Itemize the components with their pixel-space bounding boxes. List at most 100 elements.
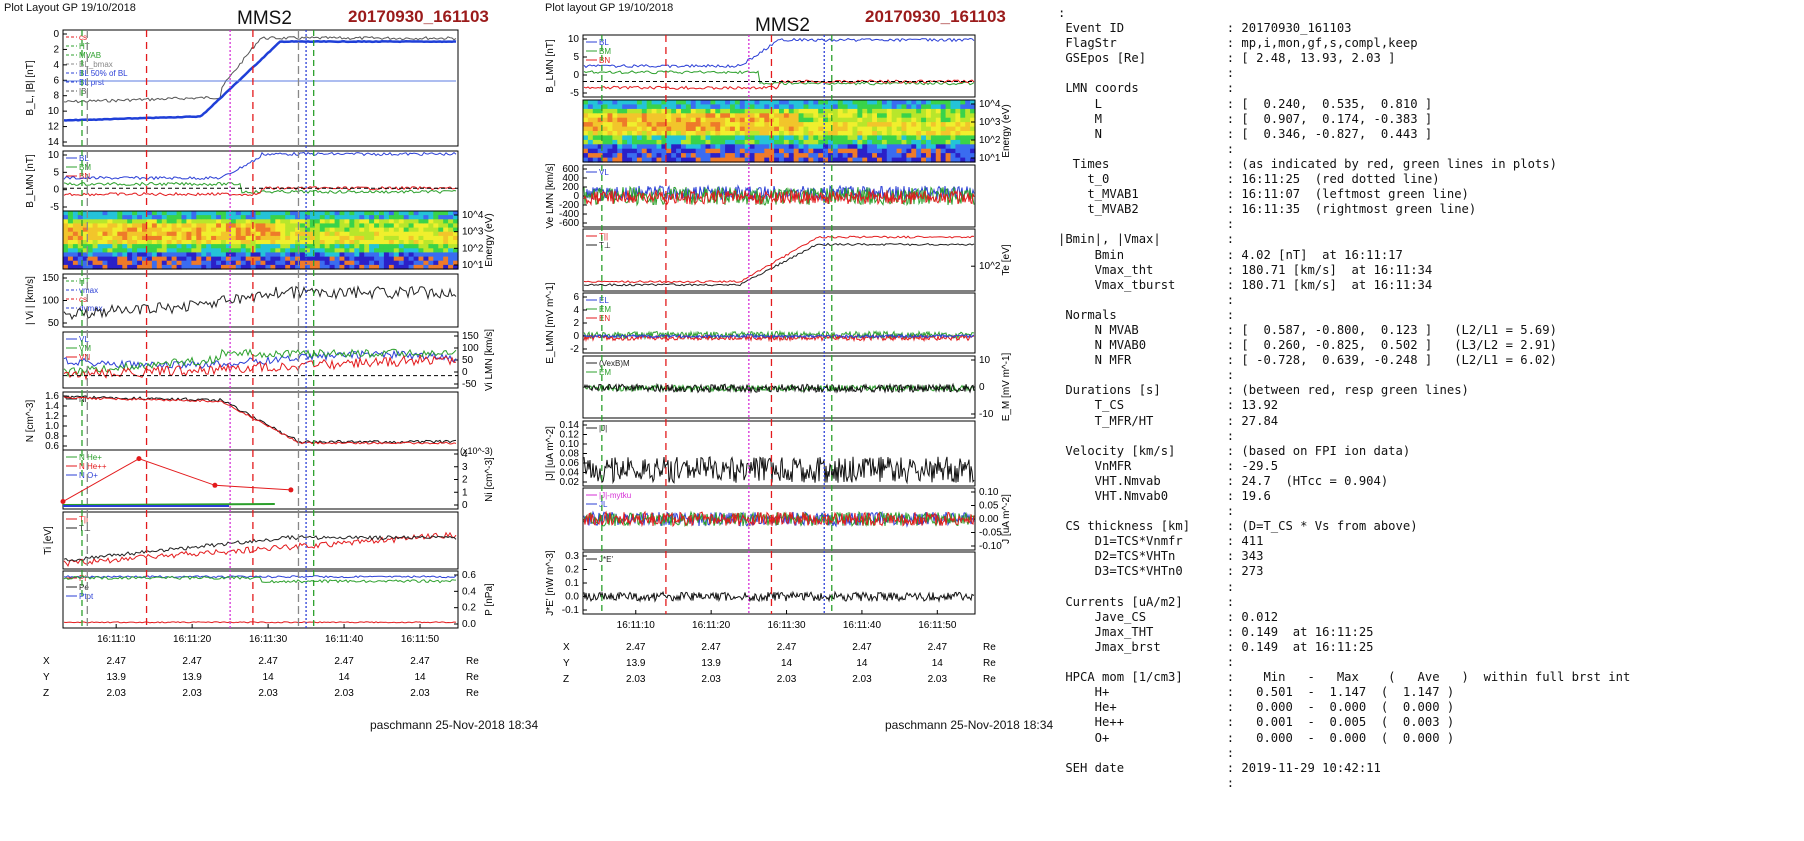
spectrogram-cell <box>921 126 927 132</box>
spectrogram-cell <box>725 108 731 114</box>
spectrogram-cell <box>319 231 326 237</box>
spectrogram-cell <box>339 223 345 229</box>
spectrogram-cell <box>403 215 410 220</box>
y-axis-label: Energy (eV) <box>1001 104 1012 157</box>
spectrogram-cell <box>156 235 163 241</box>
spectrogram-cell <box>433 215 439 220</box>
spectrogram-cell <box>359 248 365 253</box>
spectrogram-cell <box>275 227 281 233</box>
spectrogram-cell <box>191 264 197 270</box>
spectrogram-cell <box>911 135 917 141</box>
spectrogram-cell <box>749 117 756 123</box>
spectrogram-cell <box>641 131 648 136</box>
spectrogram-cell <box>759 108 765 114</box>
spectrogram-cell <box>295 264 301 270</box>
position-value: 2.47 <box>410 656 430 667</box>
summary-line: Jmax_THT : 0.149 at 16:11:25 <box>1058 624 1374 639</box>
y-tick-label: 0.1 <box>565 578 579 589</box>
position-value: 2.03 <box>334 688 354 699</box>
spectrogram-cell <box>132 248 138 253</box>
spectrogram-cell <box>597 122 604 128</box>
spectrogram-cell <box>847 108 854 114</box>
y-axis-label: Vi LMN [km/s] <box>484 329 495 391</box>
spectrogram-cell <box>690 135 697 141</box>
spectrogram-cell <box>842 148 849 154</box>
spectrogram-cell <box>739 148 746 154</box>
spectrogram-cell <box>374 240 380 245</box>
y-tick-label: 0 <box>573 70 579 81</box>
spectrogram-cell <box>107 219 113 224</box>
spectrogram-cell <box>255 244 262 249</box>
spectrogram-cell <box>872 157 878 163</box>
spectrogram-cell <box>597 126 604 132</box>
spectrogram-cell <box>592 148 599 154</box>
summary-line: D3=TCS*VHTn0 : 273 <box>1058 564 1264 579</box>
spectrogram-cell <box>632 131 638 136</box>
spectrogram-cell <box>448 223 454 229</box>
spectrogram-cell <box>622 104 628 110</box>
spectrogram-cell <box>803 113 809 119</box>
spectrogram-cell <box>216 219 222 224</box>
spectrogram-cell <box>304 260 311 266</box>
spectrogram-cell <box>270 235 276 241</box>
spectrogram-cell <box>901 108 907 114</box>
spectrogram-cell <box>671 104 677 110</box>
legend-label: J*E' <box>599 555 613 564</box>
spectrogram-cell <box>388 264 395 270</box>
spectrogram-cell <box>201 223 207 229</box>
spectrogram-cell <box>304 264 311 270</box>
spectrogram-cell <box>388 227 395 233</box>
spectrogram-cell <box>63 215 69 220</box>
spectrogram-cell <box>280 223 286 229</box>
spectrogram-cell <box>388 211 395 216</box>
spectrogram-cell <box>823 126 829 132</box>
spectrogram-cell <box>935 126 942 132</box>
spectrogram-cell <box>349 260 355 266</box>
spectrogram-cell <box>344 219 350 224</box>
legend-label: EM <box>599 368 611 377</box>
spectrogram-cell <box>734 148 741 154</box>
spectrogram-cell <box>398 235 405 241</box>
y-tick-label: 0.14 <box>560 420 580 431</box>
spectrogram-cell <box>867 117 873 123</box>
spectrogram-cell <box>87 223 94 229</box>
spectrogram-cell <box>926 139 932 145</box>
spectrogram-cell <box>970 144 976 150</box>
spectrogram-cell <box>661 131 667 136</box>
spectrogram-cell <box>769 148 775 154</box>
spectrogram-cell <box>181 219 187 224</box>
spectrogram-cell <box>161 219 168 224</box>
spectrogram-cell <box>388 219 395 224</box>
spectrogram-cell <box>309 252 316 258</box>
spectrogram-cell <box>612 148 618 154</box>
spectrogram-cell <box>67 231 74 237</box>
spectrogram-cell <box>744 122 751 128</box>
spectrogram-cell <box>881 108 888 114</box>
spectrogram-cell <box>151 215 158 220</box>
spectrogram-cell <box>122 211 128 216</box>
spectrogram-cell <box>926 122 932 128</box>
spectrogram-cell <box>290 231 296 237</box>
spectrogram-cell <box>666 117 672 123</box>
spectrogram-cell <box>725 100 731 105</box>
spectrogram-cell <box>166 252 173 258</box>
spectrogram-cell <box>749 157 756 163</box>
spectrogram-cell <box>211 260 217 266</box>
spectrogram-cell <box>862 144 868 150</box>
spectrogram-cell <box>857 108 863 114</box>
spectrogram-cell <box>260 223 266 229</box>
position-value: 2.03 <box>701 674 721 685</box>
spectrogram-cell <box>349 248 355 253</box>
spectrogram-cell <box>837 153 844 159</box>
spectrogram-cell <box>112 248 118 253</box>
spectrogram-cell <box>627 148 633 154</box>
spectrogram-cell <box>877 113 883 119</box>
spectrogram-cell <box>764 113 770 119</box>
spectrogram-cell <box>906 117 912 123</box>
spectrogram-cell <box>705 117 711 123</box>
spectrogram-cell <box>230 215 237 220</box>
spectrogram-cell <box>448 227 454 233</box>
spectrogram-cell <box>304 252 311 258</box>
spectrogram-cell <box>901 117 907 123</box>
spectrogram-cell <box>260 219 266 224</box>
